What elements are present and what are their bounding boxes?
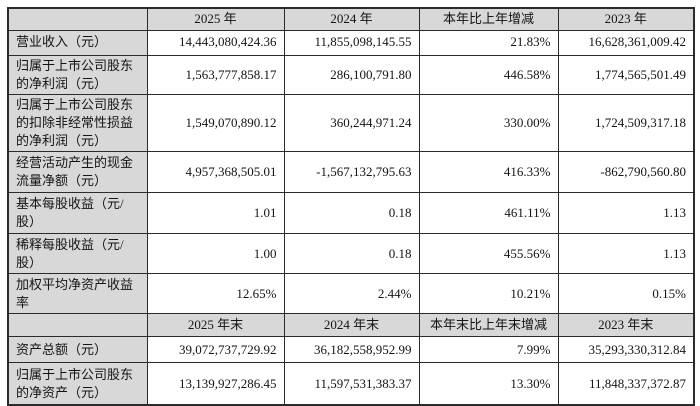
data-cell: 2.44%: [283, 273, 420, 315]
data-cell: 446.58%: [418, 54, 559, 95]
data-cell: 21.83%: [418, 29, 559, 56]
table-row-net-profit-excl-nonrecurring: 归属于上市公司股东的扣除非经常性损益的净利润（元） 1,549,070,890.…: [7, 93, 695, 153]
data-cell: 4,957,368,505.01: [146, 151, 285, 194]
data-cell: 1,774,565,501.49: [557, 54, 695, 95]
table-header-row-annual: 2025 年 2024 年 本年比上年增减 2023 年: [7, 7, 695, 31]
financial-summary: 2025 年 2024 年 本年比上年增减 2023 年 营业收入（元） 14,…: [7, 7, 695, 406]
table-row-net-assets: 归属于上市公司股东的净资产（元） 13,139,927,286.45 11,59…: [7, 362, 695, 406]
row-label: 归属于上市公司股东的净资产（元）: [7, 362, 148, 406]
column-header-2025: 2025 年: [146, 7, 285, 31]
row-label: 归属于上市公司股东的净利润（元）: [7, 54, 148, 95]
data-cell: 12.65%: [146, 273, 285, 315]
data-cell: -1,567,132,795.63: [283, 151, 420, 194]
row-label: 资产总额（元）: [7, 336, 148, 364]
table-row-diluted-eps: 稀释每股收益（元/股） 1.00 0.18 455.56% 1.13: [7, 233, 695, 275]
data-cell: 0.15%: [557, 273, 695, 315]
row-label: 营业收入（元）: [7, 29, 148, 56]
data-cell: 11,848,337,372.87: [557, 362, 695, 406]
data-cell: 35,293,330,312.84: [557, 336, 695, 364]
column-header-blank: [7, 313, 148, 338]
data-cell: 0.18: [283, 192, 420, 235]
data-cell: 1.13: [557, 192, 695, 235]
column-header-blank: [7, 7, 148, 31]
row-label: 稀释每股收益（元/股）: [7, 233, 148, 275]
data-cell: 13,139,927,286.45: [146, 362, 285, 406]
column-header-2025-end: 2025 年末: [146, 313, 285, 338]
column-header-year-end-change: 本年末比上年末增减: [418, 313, 559, 338]
row-label: 基本每股收益（元/股）: [7, 192, 148, 235]
data-cell: 1.00: [146, 233, 285, 275]
table-row-net-profit: 归属于上市公司股东的净利润（元） 1,563,777,858.17 286,10…: [7, 54, 695, 95]
column-header-2024-end: 2024 年末: [283, 313, 420, 338]
data-cell: 36,182,558,952.99: [283, 336, 420, 364]
row-label: 经营活动产生的现金流量净额（元）: [7, 151, 148, 194]
data-cell: 14,443,080,424.36: [146, 29, 285, 56]
data-cell: 7.99%: [418, 336, 559, 364]
table-row-operating-cash-flow: 经营活动产生的现金流量净额（元） 4,957,368,505.01 -1,567…: [7, 151, 695, 194]
data-cell: 286,100,791.80: [283, 54, 420, 95]
data-cell: 1,563,777,858.17: [146, 54, 285, 95]
data-cell: 0.18: [283, 233, 420, 275]
column-header-yoy-change: 本年比上年增减: [418, 7, 559, 31]
data-cell: 10.21%: [418, 273, 559, 315]
table-row-total-assets: 资产总额（元） 39,072,737,729.92 36,182,558,952…: [7, 336, 695, 364]
row-label: 归属于上市公司股东的扣除非经常性损益的净利润（元）: [7, 93, 148, 153]
column-header-2023: 2023 年: [557, 7, 695, 31]
row-label: 加权平均净资产收益率: [7, 273, 148, 315]
column-header-2024: 2024 年: [283, 7, 420, 31]
table-row-revenue: 营业收入（元） 14,443,080,424.36 11,855,098,145…: [7, 29, 695, 56]
data-cell: 39,072,737,729.92: [146, 336, 285, 364]
data-cell: 330.00%: [418, 93, 559, 153]
data-cell: 13.30%: [418, 362, 559, 406]
table-header-row-year-end: 2025 年末 2024 年末 本年末比上年末增减 2023 年末: [7, 313, 695, 338]
data-cell: 16,628,361,009.42: [557, 29, 695, 56]
data-cell: 1.13: [557, 233, 695, 275]
data-cell: 1,549,070,890.12: [146, 93, 285, 153]
data-cell: 416.33%: [418, 151, 559, 194]
table-row-weighted-avg-roe: 加权平均净资产收益率 12.65% 2.44% 10.21% 0.15%: [7, 273, 695, 315]
table-row-basic-eps: 基本每股收益（元/股） 1.01 0.18 461.11% 1.13: [7, 192, 695, 235]
data-cell: 1.01: [146, 192, 285, 235]
data-cell: 11,597,531,383.37: [283, 362, 420, 406]
data-cell: 461.11%: [418, 192, 559, 235]
data-cell: 11,855,098,145.55: [283, 29, 420, 56]
financial-summary-table: 2025 年 2024 年 本年比上年增减 2023 年 营业收入（元） 14,…: [7, 7, 695, 406]
data-cell: 360,244,971.24: [283, 93, 420, 153]
column-header-2023-end: 2023 年末: [557, 313, 695, 338]
data-cell: 1,724,509,317.18: [557, 93, 695, 153]
data-cell: 455.56%: [418, 233, 559, 275]
data-cell: -862,790,560.80: [557, 151, 695, 194]
